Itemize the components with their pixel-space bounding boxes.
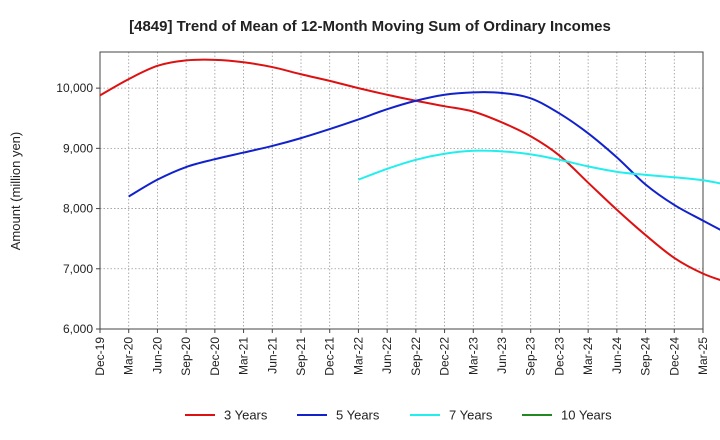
y-axis-ticks: 6,000 7,000 8,000 9,000 10,000 [56, 81, 100, 336]
x-tick-label: Sep-23 [524, 337, 538, 376]
series-line-3-years [99, 58, 720, 281]
x-tick-label: Jun-22 [380, 337, 394, 374]
y-tick-label: 10,000 [56, 81, 93, 95]
x-tick-label: Dec-24 [667, 337, 681, 376]
y-tick-label: 6,000 [63, 322, 93, 336]
x-tick-label: Sep-24 [639, 337, 653, 376]
plot-area-frame [99, 51, 704, 330]
legend: 3 Years 5 Years 7 Years 10 Years [185, 408, 612, 423]
legend-label: 10 Years [561, 408, 612, 423]
x-tick-label: Sep-21 [294, 337, 308, 376]
y-tick-label: 8,000 [63, 202, 93, 216]
x-tick-label: Jun-24 [610, 337, 624, 374]
series-line-5-years [128, 91, 720, 231]
y-tick-label: 9,000 [63, 141, 93, 155]
x-tick-label: Mar-23 [466, 337, 480, 375]
y-axis-label: Amount (million yen) [8, 132, 23, 251]
x-tick-label: Dec-20 [208, 337, 222, 376]
x-axis-ticks: Dec-19 Mar-20 Jun-20 Sep-20 Dec-20 Mar-21 Jun-… [93, 329, 710, 376]
legend-label: 3 Years [224, 408, 268, 423]
x-tick-label: Jun-20 [150, 337, 164, 374]
x-tick-label: Mar-22 [351, 337, 365, 375]
gridlines [100, 52, 703, 330]
x-tick-label: Jun-23 [495, 337, 509, 374]
legend-label: 5 Years [336, 408, 380, 423]
x-tick-label: Mar-20 [122, 337, 136, 375]
x-tick-label: Sep-20 [179, 337, 193, 376]
x-tick-label: Mar-25 [696, 337, 710, 375]
x-tick-label: Sep-22 [409, 337, 423, 376]
series-lines [99, 58, 720, 281]
x-tick-label: Dec-21 [323, 337, 337, 376]
x-tick-label: Jun-21 [265, 337, 279, 374]
x-tick-label: Dec-22 [438, 337, 452, 376]
x-tick-label: Dec-19 [93, 337, 107, 376]
chart-title: [4849] Trend of Mean of 12-Month Moving … [129, 18, 611, 35]
x-tick-label: Mar-21 [237, 337, 251, 375]
series-line-7-years [358, 149, 720, 185]
x-tick-label: Dec-23 [552, 337, 566, 376]
x-tick-label: Mar-24 [581, 337, 595, 375]
legend-label: 7 Years [449, 408, 493, 423]
y-tick-label: 7,000 [63, 262, 93, 276]
